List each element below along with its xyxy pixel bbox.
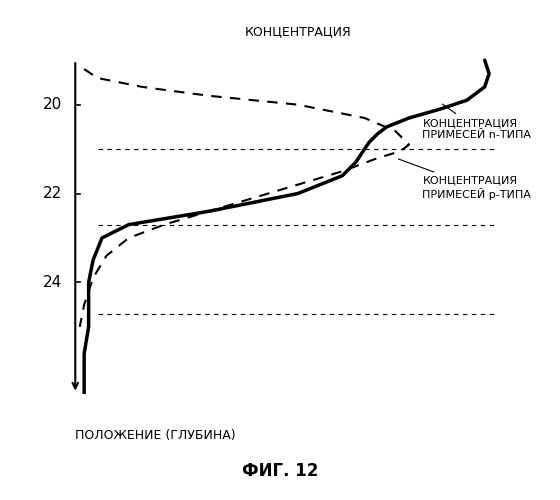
- Text: КОНЦЕНТРАЦИЯ
ПРИМЕСЕЙ n-ТИПА: КОНЦЕНТРАЦИЯ ПРИМЕСЕЙ n-ТИПА: [422, 104, 531, 140]
- Text: 20: 20: [43, 97, 62, 112]
- Text: КОНЦЕНТРАЦИЯ
ПРИМЕСЕЙ р-ТИПА: КОНЦЕНТРАЦИЯ ПРИМЕСЕЙ р-ТИПА: [398, 159, 531, 200]
- Text: 24: 24: [43, 275, 62, 290]
- Text: КОНЦЕНТРАЦИЯ: КОНЦЕНТРАЦИЯ: [245, 25, 351, 38]
- Text: ФИГ. 12: ФИГ. 12: [242, 462, 318, 480]
- Text: ПОЛОЖЕНИЕ (ГЛУБИНА): ПОЛОЖЕНИЕ (ГЛУБИНА): [75, 429, 236, 442]
- Text: 22: 22: [43, 186, 62, 201]
